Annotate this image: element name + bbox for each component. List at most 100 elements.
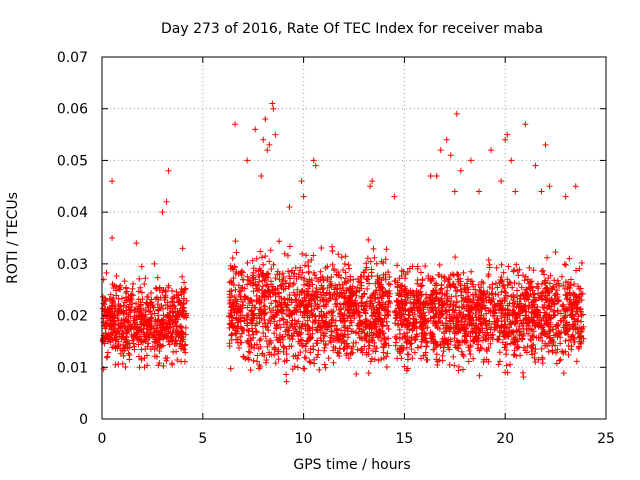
data-point: [511, 347, 518, 354]
data-point: [363, 275, 370, 282]
data-point: [437, 147, 444, 154]
data-point: [145, 308, 152, 315]
data-point: [487, 340, 494, 347]
data-point: [571, 339, 578, 346]
data-point: [298, 178, 305, 185]
data-point: [436, 357, 443, 364]
data-point: [109, 235, 116, 241]
data-point: [100, 315, 107, 322]
data-point: [532, 297, 539, 304]
data-point: [353, 308, 360, 315]
data-point: [281, 299, 288, 306]
data-point: [380, 318, 387, 325]
data-point: [259, 351, 266, 358]
data-point: [489, 291, 496, 298]
data-point: [538, 317, 545, 324]
data-point: [150, 304, 157, 311]
data-point: [484, 288, 491, 295]
data-point: [286, 243, 293, 250]
data-point: [466, 319, 473, 326]
data-point: [266, 341, 273, 348]
data-point: [367, 258, 374, 265]
data-point: [385, 269, 392, 276]
data-point: [366, 280, 373, 287]
data-point: [353, 302, 360, 309]
data-point: [276, 317, 283, 324]
data-point: [510, 307, 517, 314]
data-point: [263, 357, 270, 364]
data-point: [284, 302, 291, 309]
data-point: [516, 266, 523, 273]
data-point: [314, 294, 321, 301]
data-point: [556, 283, 563, 290]
data-point: [259, 254, 266, 261]
data-point: [376, 329, 383, 336]
data-point: [457, 278, 464, 285]
data-point: [115, 317, 122, 324]
data-point: [496, 280, 503, 287]
data-point: [140, 307, 147, 314]
x-tick-label: 20: [496, 431, 514, 447]
data-point: [323, 314, 330, 321]
data-point: [386, 273, 393, 280]
data-point: [266, 351, 273, 358]
data-point: [494, 284, 501, 291]
data-point: [247, 335, 254, 342]
data-point: [508, 293, 515, 300]
data-point: [300, 193, 307, 200]
data-point: [291, 329, 298, 336]
data-point: [260, 271, 267, 278]
data-point: [262, 359, 269, 366]
data-point: [446, 311, 453, 318]
data-point: [439, 336, 446, 343]
data-point: [110, 318, 117, 325]
data-point: [111, 303, 118, 310]
data-point: [336, 353, 343, 360]
data-point: [162, 355, 169, 362]
data-point: [265, 270, 272, 277]
data-point: [232, 238, 239, 245]
data-point: [253, 255, 260, 262]
data-point: [401, 302, 408, 309]
data-point: [501, 344, 508, 351]
data-point: [504, 292, 511, 299]
data-point: [384, 322, 391, 329]
data-point: [484, 347, 491, 354]
data-point: [137, 301, 144, 308]
y-axis-label: ROTI / TECUs: [5, 192, 21, 284]
data-point: [524, 286, 531, 293]
data-point: [517, 352, 524, 359]
data-point: [322, 265, 329, 272]
data-point: [574, 317, 581, 324]
data-point: [317, 268, 324, 275]
data-point: [288, 269, 295, 276]
data-point: [112, 287, 119, 294]
data-point: [248, 297, 255, 304]
data-point: [232, 286, 239, 293]
data-point: [163, 198, 170, 205]
data-point: [366, 332, 373, 339]
data-point: [424, 304, 431, 311]
data-point: [545, 289, 552, 296]
data-point: [447, 302, 454, 309]
x-tick-label: 15: [395, 431, 413, 447]
data-point: [570, 322, 577, 329]
data-point: [180, 345, 187, 352]
data-point: [240, 326, 247, 333]
data-point: [161, 297, 168, 304]
data-point: [428, 331, 435, 338]
data-point: [134, 321, 141, 328]
data-point: [340, 346, 347, 353]
data-point: [146, 317, 153, 324]
data-point: [276, 276, 283, 283]
data-point: [489, 336, 496, 343]
data-point: [244, 157, 251, 164]
data-point: [136, 308, 143, 315]
data-point: [109, 302, 116, 309]
data-point: [236, 291, 243, 298]
data-point: [495, 291, 502, 298]
data-point: [524, 276, 531, 283]
data-point: [281, 250, 288, 257]
data-point: [571, 280, 578, 287]
data-point: [230, 266, 237, 273]
